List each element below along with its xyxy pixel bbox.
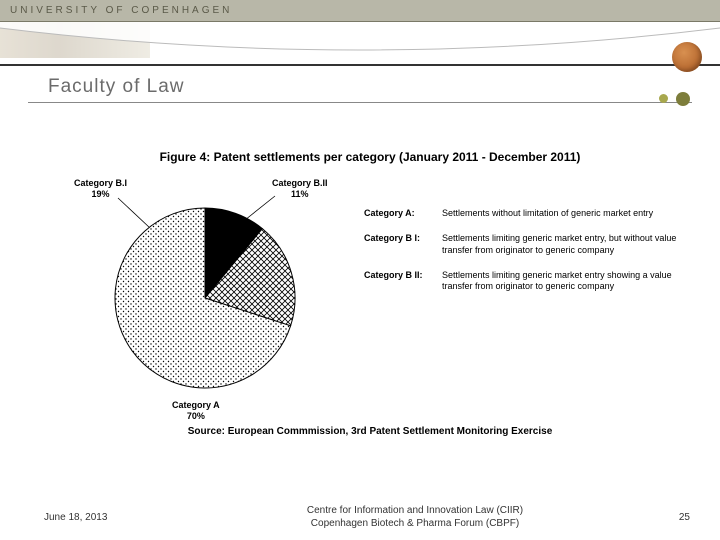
pie-slice-label: Category B.I19% (74, 178, 127, 200)
university-name: UNIVERSITY OF COPENHAGEN (10, 5, 232, 16)
leader-line (245, 196, 275, 220)
footer-page: 25 (660, 512, 720, 523)
figure-title: Figure 4: Patent settlements per categor… (60, 150, 680, 164)
leader-line (118, 198, 150, 228)
figure-source: Source: European Commmission, 3rd Patent… (60, 426, 680, 437)
legend-row: Category A:Settlements without limitatio… (364, 208, 680, 219)
pie-chart: Category B.II11%Category B.I19%Category … (60, 178, 340, 418)
pie-slice-label: Category A70% (172, 400, 220, 422)
footer-line2: Copenhagen Biotech & Pharma Forum (CBPF) (170, 517, 660, 530)
legend-row: Category B I:Settlements limiting generi… (364, 233, 680, 256)
legend-row: Category B II:Settlements limiting gener… (364, 270, 680, 293)
chart-row: Category B.II11% Category B.I19% Category … (60, 178, 680, 418)
footer-date: June 18, 2013 (0, 512, 170, 523)
pie-slice-label: Category B.II11% (272, 178, 328, 200)
footer: June 18, 2013 Centre for Information and… (0, 504, 720, 530)
topbar: UNIVERSITY OF COPENHAGEN (0, 0, 720, 22)
university-seal-icon (672, 42, 702, 72)
header-strip (0, 22, 720, 66)
pie-svg (60, 178, 340, 418)
header-divider (28, 102, 692, 103)
legend-key: Category B II: (364, 270, 442, 293)
legend-desc: Settlements limiting generic market entr… (442, 270, 680, 293)
legend-key: Category B I: (364, 233, 442, 256)
dot-large-icon (676, 92, 690, 106)
figure-content: Figure 4: Patent settlements per categor… (60, 150, 680, 437)
legend-key: Category A: (364, 208, 442, 219)
footer-center: Centre for Information and Innovation La… (170, 504, 660, 530)
legend-desc: Settlements without limitation of generi… (442, 208, 680, 219)
faculty-title: Faculty of Law (0, 66, 720, 98)
header-dots (655, 90, 690, 108)
footer-line1: Centre for Information and Innovation La… (170, 504, 660, 517)
legend: Category A:Settlements without limitatio… (364, 178, 680, 418)
header-curve (0, 22, 720, 66)
legend-desc: Settlements limiting generic market entr… (442, 233, 680, 256)
dot-small-icon (659, 94, 668, 103)
